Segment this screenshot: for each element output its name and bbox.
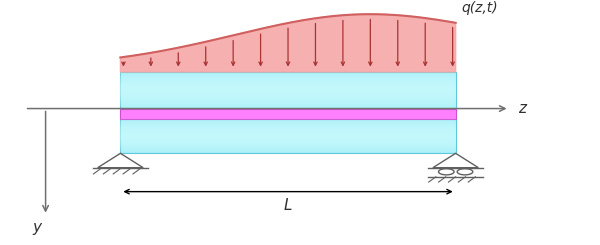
Polygon shape: [121, 14, 455, 72]
Text: L: L: [284, 198, 292, 213]
Text: y: y: [32, 220, 41, 235]
Text: q(z,t): q(z,t): [461, 1, 498, 15]
Bar: [121, 109, 455, 119]
Bar: [121, 72, 455, 109]
Text: z: z: [518, 101, 526, 116]
Bar: [121, 119, 455, 153]
